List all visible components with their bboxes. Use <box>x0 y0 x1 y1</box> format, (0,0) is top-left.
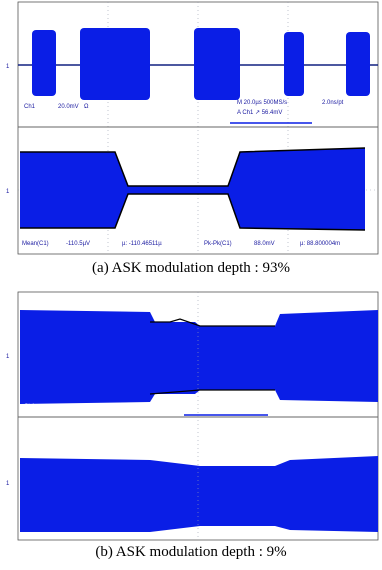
readout: -110.5µV <box>66 241 90 247</box>
panel-b: 1 1 Ch1 A Ch1 ↗ 56.4mV (b) ASK modulatio… <box>6 292 378 560</box>
readout: 20.0mV <box>58 104 79 110</box>
readout: Ch1 <box>24 104 36 110</box>
figure: 1 1 Ch1 20.0mV Ω M 20.0µs 500MS/s 2.0ns/… <box>0 0 382 570</box>
readout: Pk-Pk(C1) <box>204 241 232 247</box>
waveform <box>20 456 378 532</box>
readout: Mean(C1) <box>22 241 49 247</box>
caption: (b) ASK modulation depth : 9% <box>95 544 286 560</box>
ch-marker: 1 <box>6 189 10 195</box>
readout: Ch1 <box>24 404 36 410</box>
caption: (a) ASK modulation depth : 93% <box>92 260 290 276</box>
readout: 2.0ns/pt <box>322 100 344 106</box>
ch-marker: 1 <box>6 481 10 487</box>
readout: 88.0mV <box>254 241 275 247</box>
panel-a: 1 1 Ch1 20.0mV Ω M 20.0µs 500MS/s 2.0ns/… <box>6 2 378 276</box>
ch-marker: 1 <box>6 354 10 360</box>
readout: µ: 88.800004m <box>300 241 340 247</box>
readout: Ω <box>84 104 89 110</box>
readout: µ: -110.46511µ <box>122 241 162 247</box>
readout: A Ch1 ↗ 56.4mV <box>236 406 281 412</box>
readout: A Ch1 ↗ 56.4mV <box>237 110 282 116</box>
readout: M 20.0µs 500MS/s <box>237 100 287 106</box>
ch-marker: 1 <box>6 64 10 70</box>
